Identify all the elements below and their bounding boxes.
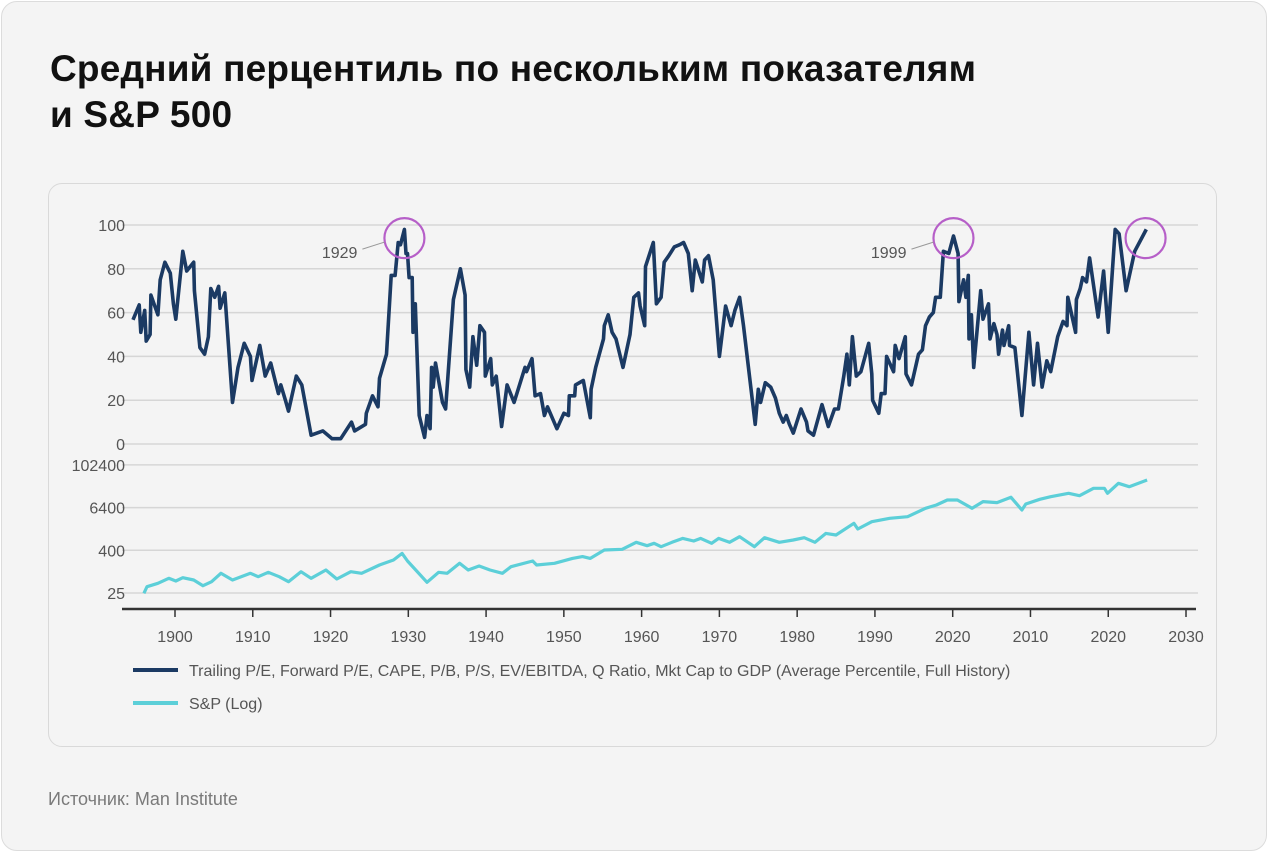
highlight-circle xyxy=(1124,217,1167,260)
x-tick-label: 1930 xyxy=(391,629,427,646)
x-tick-label: 2010 xyxy=(1013,629,1049,646)
legend-label-sp: S&P (Log) xyxy=(189,696,263,713)
y-tick-label-bottom: 25 xyxy=(107,586,125,603)
source-note: Источник: Man Institute xyxy=(48,789,238,809)
y-tick-label-top: 20 xyxy=(107,393,125,410)
x-tick-label: 2020 xyxy=(935,629,971,646)
x-tick-label: 1920 xyxy=(313,629,349,646)
annotation-label: 1929 xyxy=(322,245,358,262)
x-tick-label: 1990 xyxy=(857,629,893,646)
chart-title: Средний перцентиль по нескольким показат… xyxy=(50,46,976,138)
y-tick-label-top: 40 xyxy=(107,349,125,366)
highlight-circle xyxy=(383,217,426,260)
x-tick-label: 1950 xyxy=(546,629,582,646)
x-tick-label: 1940 xyxy=(468,629,504,646)
y-tick-label-top: 80 xyxy=(107,262,125,279)
percentile-series-line xyxy=(131,227,1148,441)
x-tick-label: 1900 xyxy=(157,629,193,646)
title-line-2: и S&P 500 xyxy=(50,94,233,135)
y-tick-label-top: 100 xyxy=(98,218,125,235)
x-tick-label: 1910 xyxy=(235,629,271,646)
x-tick-label: 2030 xyxy=(1168,629,1204,646)
highlight-circle xyxy=(932,217,975,260)
y-tick-label-bottom: 400 xyxy=(98,543,125,560)
annotation-label: 1999 xyxy=(871,245,907,262)
y-tick-label-top: 60 xyxy=(107,306,125,323)
x-tick-label: 1960 xyxy=(624,629,660,646)
title-line-1: Средний перцентиль по нескольким показат… xyxy=(50,48,977,89)
annotation-leader xyxy=(362,241,385,250)
sp-series-line xyxy=(142,478,1148,594)
x-tick-label: 2020 xyxy=(1090,629,1126,646)
x-tick-label: 1980 xyxy=(779,629,815,646)
x-tick-label: 1970 xyxy=(702,629,738,646)
y-tick-label-bottom: 6400 xyxy=(89,501,125,518)
annotation-leader xyxy=(911,241,934,250)
legend-label-percentile: Trailing P/E, Forward P/E, CAPE, P/B, P/… xyxy=(189,663,1010,680)
y-tick-label-bottom: 102400 xyxy=(72,458,125,475)
y-tick-label-top: 0 xyxy=(116,437,125,454)
